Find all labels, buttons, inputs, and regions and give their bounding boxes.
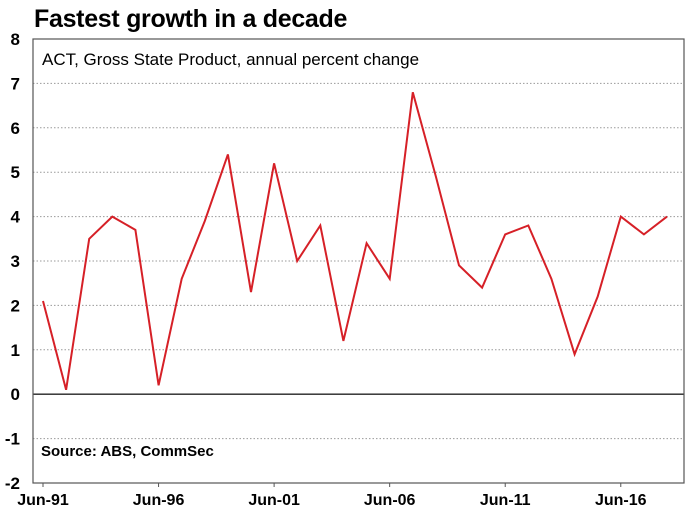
data-point — [574, 353, 576, 355]
chart-title: Fastest growth in a decade — [34, 5, 348, 33]
data-point — [389, 278, 391, 280]
data-point — [65, 389, 67, 391]
y-tick-label: -1 — [5, 430, 20, 449]
data-point — [666, 216, 668, 218]
data-point — [158, 384, 160, 386]
x-tick-label: Jun-91 — [17, 492, 69, 509]
y-tick-label: -2 — [5, 474, 20, 493]
x-axis-ticks: Jun-91 Jun-96 Jun-01 Jun-06 Jun-11 Jun-16 — [17, 483, 647, 509]
data-point — [435, 176, 437, 178]
data-point — [273, 162, 275, 164]
y-tick-label: 2 — [11, 296, 20, 315]
data-point — [88, 238, 90, 240]
x-tick-label: Jun-01 — [248, 492, 300, 509]
data-point — [550, 278, 552, 280]
data-point — [250, 291, 252, 293]
data-point — [643, 233, 645, 235]
series-layer — [42, 91, 668, 391]
data-point — [204, 220, 206, 222]
data-point — [42, 300, 44, 302]
data-point — [319, 224, 321, 226]
data-point — [227, 153, 229, 155]
y-tick-label: 3 — [11, 252, 20, 271]
plot-frame — [32, 38, 685, 484]
data-point — [366, 242, 368, 244]
y-tick-label: 1 — [11, 341, 20, 360]
data-point — [134, 229, 136, 231]
data-point — [620, 216, 622, 218]
y-tick-label: 6 — [11, 119, 20, 138]
data-point — [111, 216, 113, 218]
data-point — [412, 91, 414, 93]
x-tick-label: Jun-16 — [595, 492, 647, 509]
data-point — [296, 260, 298, 262]
y-axis-ticks: -2 -1 0 1 2 3 4 5 6 7 8 — [5, 30, 21, 493]
data-point — [481, 287, 483, 289]
data-point — [527, 224, 529, 226]
x-tick-label: Jun-96 — [133, 492, 185, 509]
gridlines — [33, 82, 684, 440]
x-tick-label: Jun-11 — [480, 492, 531, 509]
y-tick-label: 0 — [11, 385, 20, 404]
data-point — [504, 233, 506, 235]
data-point — [181, 278, 183, 280]
y-tick-label: 7 — [11, 74, 20, 93]
data-point — [458, 264, 460, 266]
data-point — [597, 296, 599, 298]
y-tick-label: 8 — [11, 30, 20, 49]
chart-subtitle: ACT, Gross State Product, annual percent… — [42, 50, 419, 69]
x-tick-label: Jun-06 — [364, 492, 416, 509]
series-line — [42, 92, 668, 391]
data-point — [342, 340, 344, 342]
y-tick-label: 5 — [11, 163, 20, 182]
chart-source: Source: ABS, CommSec — [41, 443, 214, 460]
y-tick-label: 4 — [11, 208, 21, 227]
